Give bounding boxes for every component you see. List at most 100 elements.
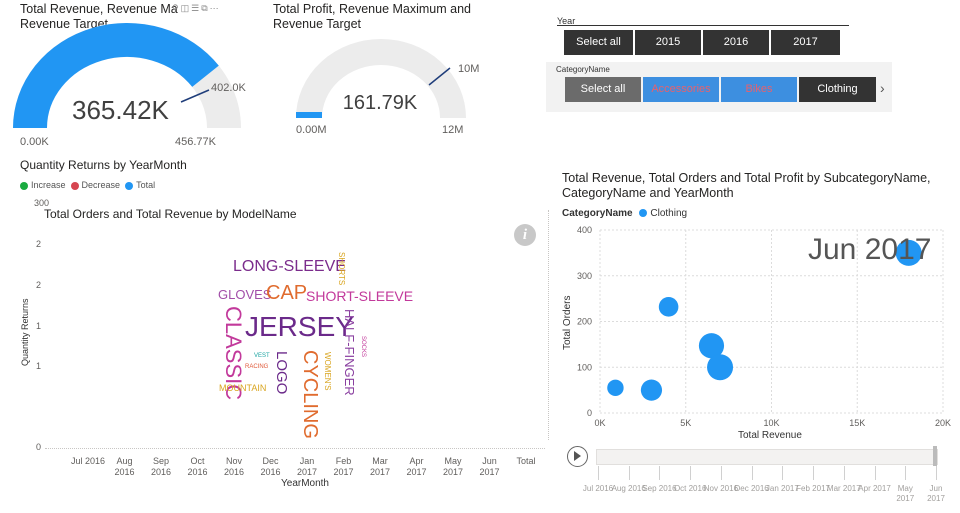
play-axis-handle[interactable] bbox=[933, 446, 937, 466]
word-cap[interactable]: CAP bbox=[266, 282, 308, 304]
returns-xlabel: YearMonth bbox=[281, 478, 329, 489]
timeline-label[interactable]: Sep 2016 bbox=[642, 484, 677, 493]
scatter-point[interactable] bbox=[698, 333, 725, 359]
word-vest[interactable]: VEST bbox=[254, 353, 270, 359]
scatter-point[interactable] bbox=[707, 354, 734, 381]
scatter-y-tick: 300 bbox=[577, 271, 592, 281]
scatter-ylabel: Total Orders bbox=[562, 295, 573, 350]
word-mountain[interactable]: MOUNTAIN bbox=[219, 383, 267, 393]
timeline-label[interactable]: Mar 2017 bbox=[826, 484, 861, 493]
gauge1-chart bbox=[13, 23, 241, 129]
returns-x-tick: Mar 2017 bbox=[369, 456, 391, 477]
returns-x-tick: Feb 2017 bbox=[333, 456, 354, 477]
word-short-sleeve[interactable]: SHORT-SLEEVE bbox=[306, 288, 414, 304]
word-long-sleeve[interactable]: LONG-SLEEVE bbox=[233, 258, 346, 275]
gauge1-min-label: 0.00K bbox=[20, 136, 49, 148]
gauge1-value-arc bbox=[13, 23, 219, 129]
returns-x-tick: Jun 2017 bbox=[479, 456, 500, 477]
timeline-label[interactable]: Feb 2017 bbox=[796, 484, 830, 493]
scatter-point[interactable] bbox=[895, 239, 922, 266]
play-axis-track[interactable] bbox=[596, 449, 938, 465]
gauge1-max-label: 456.77K bbox=[175, 136, 216, 148]
word-racing[interactable]: RACING bbox=[245, 364, 269, 370]
returns-ytick: 1 bbox=[36, 361, 42, 371]
year-option-2016[interactable]: 2016 bbox=[703, 30, 769, 55]
scatter-x-tick: 10K bbox=[763, 418, 779, 428]
gauge1-value: 365.42K bbox=[72, 95, 169, 125]
scatter-x-tick: 20K bbox=[935, 418, 951, 428]
word-jersey[interactable]: JERSEY bbox=[245, 311, 354, 342]
category-slicer-label: CategoryName bbox=[556, 65, 610, 74]
word-half-finger[interactable]: HALF-FINGER bbox=[342, 309, 357, 396]
scatter-legend-swatch bbox=[639, 209, 648, 218]
legend-increase[interactable]: Increase bbox=[20, 180, 66, 190]
word-shorts[interactable]: SHORTS bbox=[337, 252, 346, 286]
timeline-label[interactable]: Apr 2017 bbox=[858, 484, 891, 493]
returns-x-tick: May 2017 bbox=[442, 456, 464, 477]
play-icon[interactable] bbox=[567, 446, 588, 467]
returns-x-tick: Apr 2017 bbox=[406, 456, 427, 477]
timeline-label[interactable]: Nov 2016 bbox=[703, 484, 739, 493]
returns-gridline bbox=[45, 448, 545, 449]
timeline-tick bbox=[720, 466, 722, 480]
timeline-label[interactable]: Jul 2016 bbox=[582, 484, 614, 493]
scatter-legend-clothing[interactable]: Clothing bbox=[635, 208, 687, 219]
timeline-label[interactable]: Dec 2016 bbox=[734, 484, 769, 493]
scatter-plot: 0 100 200 300 400 0K 5K 10K 15K 20K bbox=[577, 225, 951, 428]
timeline-tick bbox=[936, 466, 937, 480]
legend-total[interactable]: Total bbox=[125, 180, 155, 190]
word-womens[interactable]: WOMEN'S bbox=[323, 352, 332, 391]
word-cycling[interactable]: CYCLING bbox=[299, 350, 321, 439]
gauge1-title: Total Revenue, Revenue Ma Revenue Target bbox=[20, 2, 178, 31]
returns-ytick: 2 bbox=[36, 280, 42, 290]
scatter-point[interactable] bbox=[607, 379, 624, 397]
scatter-legend-label: CategoryName bbox=[562, 208, 633, 219]
scatter-point[interactable] bbox=[640, 379, 663, 401]
category-option-clothing[interactable]: Clothing bbox=[799, 77, 876, 102]
category-option-bikes[interactable]: Bikes bbox=[721, 77, 797, 102]
returns-x-tick: Sep 2016 bbox=[150, 456, 172, 477]
legend-decrease[interactable]: Decrease bbox=[70, 180, 120, 190]
scatter-y-tick: 100 bbox=[577, 362, 592, 372]
scatter-y-tick: 200 bbox=[577, 317, 592, 327]
timeline-tick bbox=[905, 466, 907, 480]
returns-x-tick: Nov 2016 bbox=[223, 456, 245, 477]
timeline-tick bbox=[659, 466, 661, 480]
word-socks[interactable]: SOCKS bbox=[360, 336, 366, 358]
year-option-select-all[interactable]: Select all bbox=[564, 30, 633, 55]
timeline-tick bbox=[690, 466, 692, 480]
timeline-label[interactable]: May 2017 bbox=[896, 484, 915, 503]
focus-mode-icon[interactable]: ⧉ bbox=[201, 3, 210, 13]
scatter-x-tick: 0K bbox=[594, 418, 605, 428]
returns-x-tick: Oct 2016 bbox=[187, 456, 208, 477]
word-logo[interactable]: LOGO bbox=[273, 351, 290, 395]
year-slicer-label: Year bbox=[557, 16, 576, 26]
scatter-legend: CategoryName Clothing bbox=[562, 208, 687, 219]
timeline-label[interactable]: Jan 2017 bbox=[765, 484, 799, 493]
legend-decrease-swatch bbox=[70, 181, 79, 190]
timeline-tick bbox=[813, 466, 815, 480]
returns-x-tick: Jul 2016 bbox=[70, 456, 106, 466]
visual-header-icons[interactable]: ⚲◫☰⧉⋯ bbox=[172, 3, 221, 14]
wordcloud-title: Total Orders and Total Revenue by ModelN… bbox=[44, 207, 297, 221]
timeline-label[interactable]: Aug 2016 bbox=[611, 484, 646, 493]
gauge2-value: 161.79K bbox=[342, 92, 418, 114]
category-option-select-all[interactable]: Select all bbox=[565, 77, 641, 102]
year-option-2015[interactable]: 2015 bbox=[635, 30, 701, 55]
copy-icon[interactable]: ◫ bbox=[180, 3, 192, 13]
scatter-point[interactable] bbox=[658, 297, 679, 317]
more-options-icon[interactable]: ⋯ bbox=[209, 3, 221, 13]
timeline-label[interactable]: Jun 2017 bbox=[927, 484, 945, 503]
returns-x-tick: Total bbox=[516, 456, 536, 466]
timeline-label[interactable]: Oct 2016 bbox=[673, 484, 707, 493]
chevron-right-icon[interactable]: › bbox=[880, 80, 885, 96]
word-gloves[interactable]: GLOVES bbox=[218, 287, 272, 302]
info-icon[interactable]: i bbox=[514, 224, 536, 246]
gauge1-target-line bbox=[180, 89, 210, 103]
pin-icon[interactable]: ⚲ bbox=[172, 3, 181, 13]
scatter-x-tick: 5K bbox=[680, 418, 691, 428]
scatter-x-tick: 15K bbox=[849, 418, 865, 428]
filter-icon[interactable]: ☰ bbox=[191, 3, 202, 13]
year-option-2017[interactable]: 2017 bbox=[771, 30, 840, 55]
category-option-accessories[interactable]: Accessories bbox=[643, 77, 719, 102]
